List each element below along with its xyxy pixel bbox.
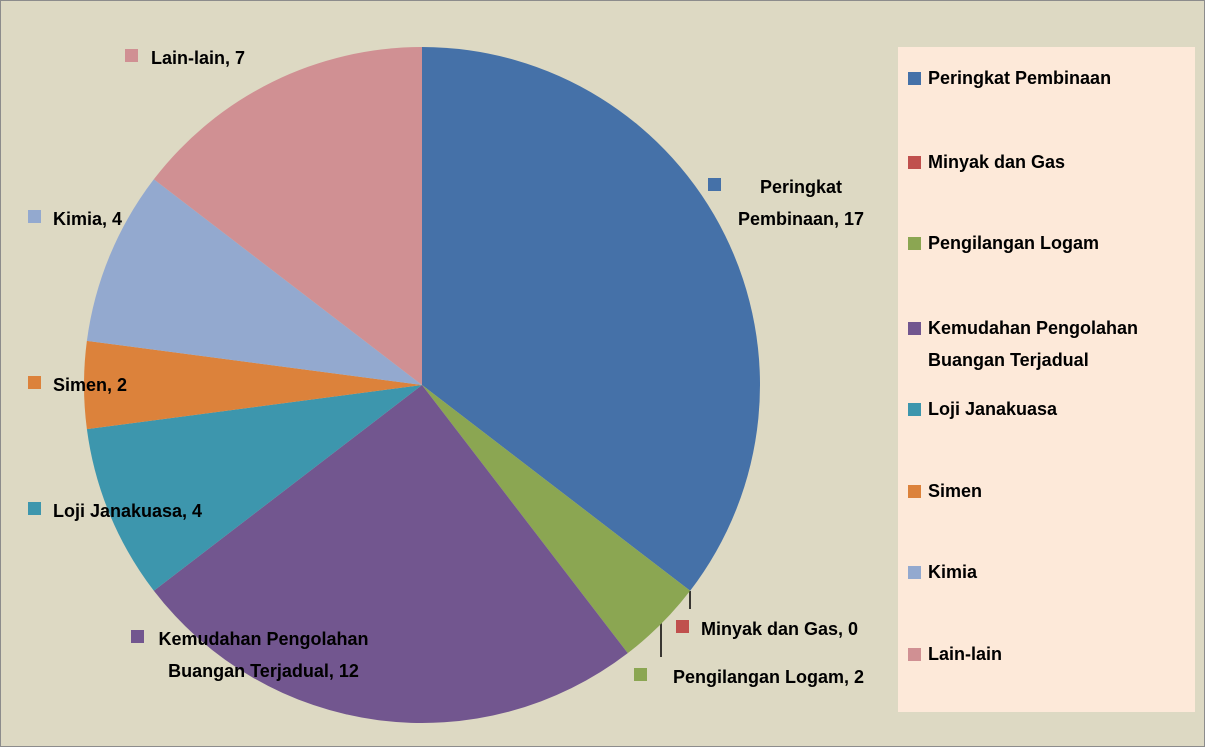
legend: Peringkat Pembinaan Minyak dan Gas Pengila… [898, 47, 1195, 712]
legend-marker [908, 403, 921, 416]
label-marker [28, 502, 41, 515]
legend-entry: Simen [928, 481, 983, 501]
legend-entry: Minyak dan Gas [928, 152, 1066, 172]
label-marker [131, 630, 144, 643]
legend-entry: Kimia [928, 562, 978, 582]
pie-slice [86, 179, 423, 385]
legend-entry: Loji Janakuasa [928, 399, 1058, 419]
legend-entry: Kemudahan Pengolahan Buangan Terjadual [928, 318, 1139, 370]
pie-slice [422, 385, 691, 654]
label-marker [125, 49, 138, 62]
pie-slice [86, 385, 423, 591]
legend-marker [908, 237, 921, 250]
legend-marker [908, 322, 921, 335]
label-marker [676, 620, 689, 633]
data-label: Lain-lain, 7 [151, 48, 246, 68]
data-label: Peringkat Pembinaan, 17 [737, 177, 865, 229]
pie-slice [153, 385, 628, 723]
legend-marker [908, 156, 921, 169]
label-marker [708, 178, 721, 191]
label-marker [634, 668, 647, 681]
legend-marker [908, 648, 921, 661]
label-marker [28, 210, 41, 223]
label-marker [28, 376, 41, 389]
legend-entry: Peringkat Pembinaan [928, 68, 1112, 88]
legend-entry: Lain-lain [928, 644, 1003, 664]
data-label: Kimia, 4 [53, 209, 123, 229]
legend-marker [908, 72, 921, 85]
legend-entry: Pengilangan Logam [928, 233, 1100, 253]
data-label: Loji Janakuasa, 4 [53, 501, 203, 521]
legend-marker [908, 485, 921, 498]
data-label: Simen, 2 [53, 375, 128, 395]
pie-slice [153, 47, 423, 385]
legend-marker [908, 566, 921, 579]
pie-slice [84, 340, 422, 430]
data-label: Kemudahan Pengolahan Buangan Terjadual, … [158, 629, 369, 681]
data-label: Pengilangan Logam, 2 [672, 667, 865, 687]
pie-slice [422, 47, 761, 591]
data-label: Minyak dan Gas, 0 [701, 619, 859, 639]
